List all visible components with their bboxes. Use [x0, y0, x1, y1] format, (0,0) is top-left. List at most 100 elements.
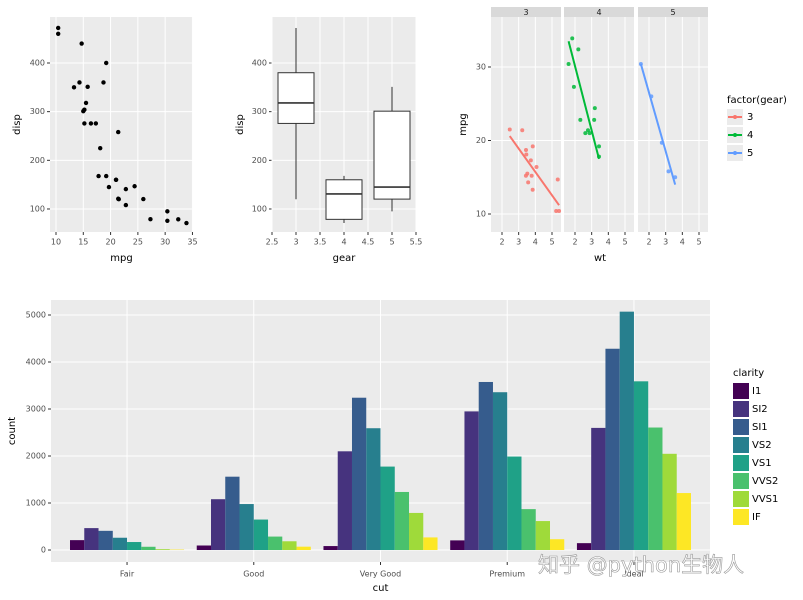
point	[530, 187, 535, 192]
legend-point	[733, 133, 737, 137]
y-tick-label: 30	[476, 62, 486, 71]
bar	[450, 540, 465, 551]
x-tick-label: 5	[549, 238, 554, 247]
fit-line	[639, 63, 677, 185]
bar	[282, 541, 297, 551]
bar	[550, 539, 565, 551]
panel-background	[491, 17, 561, 232]
point	[524, 152, 529, 157]
point	[55, 25, 61, 31]
point	[96, 173, 101, 179]
bar	[676, 493, 691, 551]
point	[507, 127, 512, 132]
y-tick-label: 10	[476, 209, 486, 218]
point	[530, 144, 535, 149]
x-axis-title: mpg	[110, 253, 132, 264]
strip-background	[564, 7, 634, 17]
x-tick-label: 35	[187, 238, 197, 247]
x-tick-label: 2	[646, 238, 651, 247]
y-axis-title: disp	[235, 114, 246, 135]
x-tick-label: 5	[696, 238, 701, 247]
bar	[337, 451, 352, 551]
bar	[662, 453, 677, 551]
bar	[296, 546, 311, 551]
legend-label: VS2	[752, 440, 772, 451]
bar	[619, 311, 634, 551]
y-tick-label: 2000	[26, 452, 46, 461]
y-tick-label: 100	[30, 204, 45, 213]
bar	[394, 491, 410, 551]
point	[83, 100, 89, 106]
y-axis-title: count	[7, 417, 18, 445]
x-tick-label: Very Good	[360, 570, 401, 579]
bar	[112, 537, 128, 551]
bar	[648, 427, 663, 551]
bar	[591, 427, 606, 551]
bar	[141, 546, 156, 551]
y-tick-label: 200	[252, 156, 267, 165]
bar	[268, 536, 283, 551]
legend-label: SI2	[752, 404, 768, 415]
point	[82, 121, 87, 126]
point	[557, 209, 562, 214]
point	[597, 144, 601, 149]
legend-key	[733, 509, 749, 525]
y-tick-label: 200	[30, 156, 45, 165]
y-tick-label: 4000	[26, 357, 46, 366]
panel-background	[50, 17, 193, 232]
legend-label: SI1	[752, 422, 768, 433]
fit-line	[508, 135, 560, 206]
bar	[253, 519, 269, 551]
bar	[521, 509, 536, 551]
point	[81, 108, 86, 114]
x-tick-label: 2	[499, 238, 504, 247]
legend-label: VVS2	[752, 476, 778, 487]
x-tick-label: 5.5	[410, 238, 423, 247]
point	[520, 128, 525, 133]
y-tick-label: 1000	[26, 499, 46, 508]
bar	[366, 428, 381, 551]
watermark: 知乎 @python生物人	[538, 553, 744, 577]
x-tick-label: 4.5	[362, 238, 375, 247]
y-tick-label: 5000	[26, 310, 46, 319]
bar	[409, 512, 424, 551]
bar	[323, 546, 338, 551]
point	[578, 117, 583, 122]
legend-label: 4	[747, 130, 753, 141]
point	[148, 217, 153, 222]
panel-background	[564, 17, 634, 232]
point	[592, 106, 597, 111]
x-tick-label: 2.5	[266, 238, 279, 247]
legend-point	[733, 151, 737, 155]
point	[106, 184, 112, 190]
y-axis-title: mpg	[458, 113, 469, 135]
x-tick-label: 15	[78, 238, 88, 247]
point	[666, 169, 671, 174]
point	[116, 129, 121, 135]
point	[93, 121, 99, 126]
point	[571, 84, 576, 89]
x-axis-title: wt	[594, 253, 606, 264]
strip-label: 4	[596, 8, 601, 17]
point	[554, 209, 559, 214]
x-tick-label: 10	[51, 238, 61, 247]
x-tick-label: 4	[606, 238, 611, 247]
bar	[633, 381, 649, 551]
strip-label: 3	[523, 8, 528, 17]
x-tick-label: Fair	[120, 570, 135, 579]
legend-label: 5	[747, 148, 753, 159]
x-tick-label: Ideal	[624, 570, 643, 579]
legend-title: factor(gear)	[727, 95, 787, 106]
point	[104, 60, 109, 66]
box	[325, 179, 363, 220]
x-tick-label: 2	[572, 238, 577, 247]
point	[576, 47, 581, 52]
bar	[239, 504, 254, 551]
legend-label: IF	[752, 512, 761, 523]
bar	[478, 381, 493, 551]
legend-key	[733, 401, 749, 417]
x-tick-label: 30	[160, 238, 170, 247]
strip-label: 5	[670, 8, 675, 17]
legend-key	[733, 419, 749, 435]
